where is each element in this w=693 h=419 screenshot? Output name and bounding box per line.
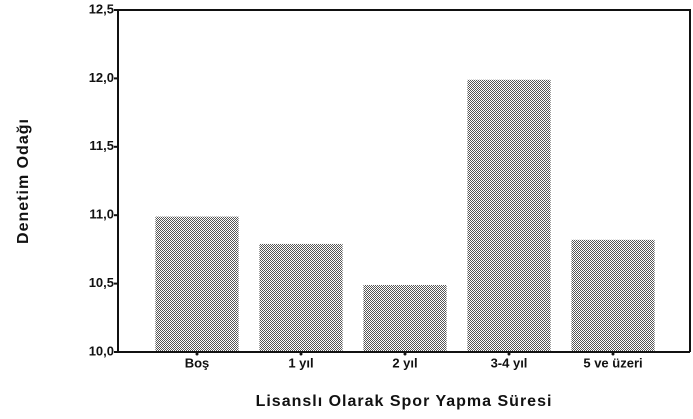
- bar: [571, 239, 655, 352]
- bar: [467, 79, 551, 352]
- y-tick-label: 10,0: [89, 343, 114, 358]
- bar: [259, 243, 343, 352]
- x-tick: [299, 352, 303, 356]
- bar: [363, 284, 447, 352]
- x-tick-label: 3-4 yıl: [491, 355, 528, 370]
- y-tick-label: 12,0: [89, 70, 114, 85]
- x-axis-label: Lisanslı Olarak Spor Yapma Süresi: [256, 393, 553, 410]
- y-axis-label: Denetim Odağı: [15, 118, 32, 244]
- y-tick-label: 11,0: [89, 207, 114, 222]
- y-tick-label: 11,5: [89, 138, 114, 153]
- bar: [155, 216, 239, 352]
- x-tick-label: 5 ve üzeri: [583, 355, 642, 370]
- x-tick: [403, 352, 407, 356]
- plot-frame: [117, 9, 691, 353]
- x-tick: [507, 352, 511, 356]
- x-tick-label: Boş: [185, 355, 210, 370]
- x-tick: [195, 352, 199, 356]
- x-tick-label: 2 yıl: [392, 355, 417, 370]
- y-tick-label: 10,5: [89, 275, 114, 290]
- y-tick-label: 12,5: [89, 1, 114, 16]
- x-tick: [611, 352, 615, 356]
- x-tick-label: 1 yıl: [288, 355, 313, 370]
